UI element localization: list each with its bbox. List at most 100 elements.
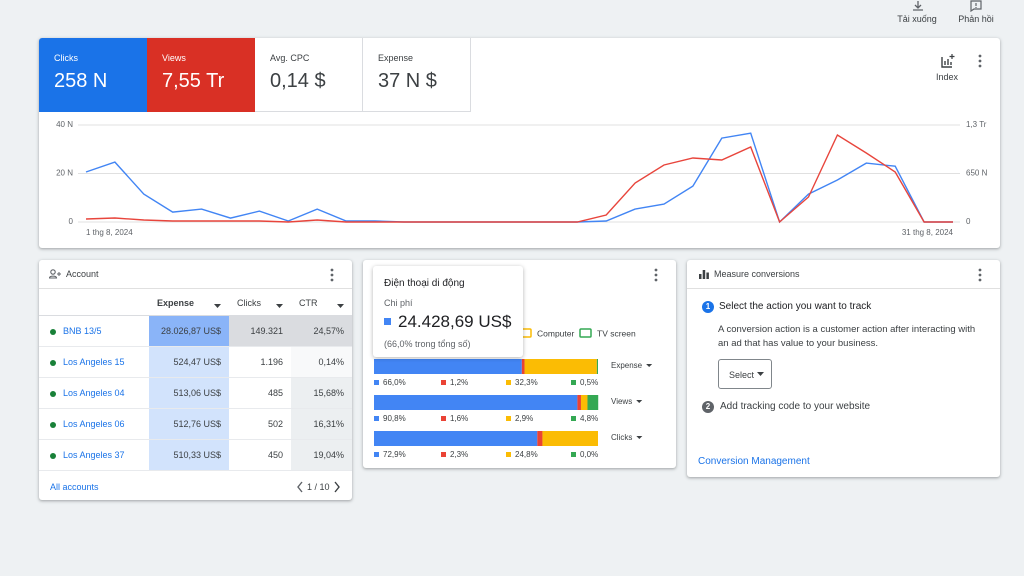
- column-label: Clicks: [237, 298, 261, 308]
- value-label: 1,2%: [450, 378, 468, 387]
- table-cell: Los Angeles 15: [39, 346, 149, 378]
- column-header[interactable]: Expense: [149, 294, 229, 316]
- index-icon[interactable]: [941, 54, 955, 68]
- bar-segment: [374, 359, 522, 374]
- table-cell: Los Angeles 04: [39, 377, 149, 409]
- metric-selector[interactable]: Expense: [611, 361, 643, 370]
- step-description: A conversion action is a customer action…: [718, 324, 976, 349]
- table-cell: BNB 13/5: [39, 315, 149, 347]
- value-label: 0,0%: [580, 450, 598, 459]
- bar-segment: [587, 395, 599, 410]
- tooltip: Điện thoại di động Chi phí 24.428,69 US$…: [373, 266, 523, 357]
- table-cell: 15,68%: [291, 377, 352, 409]
- value-label: 0,5%: [580, 378, 598, 387]
- metric-selector[interactable]: Clicks: [611, 433, 632, 442]
- line-series: [85, 133, 953, 224]
- more-menu[interactable]: [653, 268, 659, 282]
- table-cell: 28.026,87 US$: [149, 315, 229, 347]
- conversion-management-link[interactable]: Conversion Management: [698, 456, 810, 467]
- account-name[interactable]: Los Angeles 04: [63, 388, 125, 398]
- more-menu[interactable]: [977, 268, 983, 282]
- metric-selector[interactable]: Views: [611, 397, 632, 406]
- download-button[interactable]: Tải xuống: [897, 14, 937, 24]
- tooltip-metric: Chi phí: [384, 298, 413, 308]
- metric-tile[interactable]: Avg. CPC 0,14 $: [255, 38, 363, 112]
- table-cell: 450: [229, 439, 291, 471]
- column-header[interactable]: Clicks: [229, 294, 291, 316]
- value-label: 66,0%: [383, 378, 406, 387]
- select-button[interactable]: Select: [718, 359, 772, 389]
- metric-tile[interactable]: Views 7,55 Tr: [147, 38, 255, 112]
- cell-value: 19,04%: [313, 450, 344, 460]
- table-row: Los Angeles 06 512,76 US$ 502 16,31%: [39, 408, 352, 440]
- header-cell: [39, 294, 149, 316]
- metric-label: Expense: [378, 53, 414, 63]
- feedback-icon[interactable]: [969, 0, 983, 12]
- account-name[interactable]: Los Angeles 06: [63, 419, 125, 429]
- value-label: 2,9%: [515, 414, 533, 423]
- cell-value: 24,57%: [313, 326, 344, 336]
- metric-tile[interactable]: Expense 37 N $: [363, 38, 471, 112]
- download-icon[interactable]: [911, 0, 925, 12]
- metric-tile[interactable]: Clicks 258 N: [39, 38, 147, 112]
- label-swatch: [571, 452, 576, 457]
- cell-value: 1.196: [260, 357, 283, 367]
- label-swatch: [441, 452, 446, 457]
- table-cell: 0,14%: [291, 346, 352, 378]
- bar-segment: [521, 359, 525, 374]
- legend-label: Computer: [537, 328, 574, 338]
- feedback-button[interactable]: Phản hồi: [958, 14, 994, 24]
- column-label: CTR: [299, 298, 318, 308]
- metric-label: Clicks: [54, 53, 78, 63]
- label-swatch: [374, 380, 379, 385]
- line-chart: 0 20 N 40 N 0 650 N 1,3 Tr 1 thg 8, 2024 31 thg…: [56, 120, 987, 237]
- column-header[interactable]: CTR: [291, 294, 352, 316]
- table-cell: 485: [229, 377, 291, 409]
- dropdown-arrow: [636, 400, 643, 403]
- sort-arrow: [276, 301, 283, 311]
- table-cell: Los Angeles 37: [39, 439, 149, 471]
- step-number: 1: [702, 301, 714, 313]
- status-dot: [50, 359, 56, 366]
- table-row: Los Angeles 37 510,33 US$ 450 19,04%: [39, 439, 352, 471]
- label-swatch: [506, 380, 511, 385]
- dropdown-arrow: [757, 372, 764, 376]
- next-page[interactable]: [333, 481, 341, 493]
- prev-page[interactable]: [296, 481, 304, 493]
- account-name[interactable]: BNB 13/5: [63, 326, 102, 336]
- label-swatch: [374, 416, 379, 421]
- label-swatch: [441, 416, 446, 421]
- label-swatch: [506, 416, 511, 421]
- y-tick-label: 40 N: [56, 120, 73, 129]
- cell-value: 524,47 US$: [173, 357, 221, 367]
- account-name[interactable]: Los Angeles 15: [63, 357, 125, 367]
- metric-value: 7,55 Tr: [162, 70, 225, 92]
- label-swatch: [571, 416, 576, 421]
- sort-arrow: [214, 301, 221, 311]
- select-label: Select: [729, 370, 755, 380]
- sort-icon: [337, 304, 344, 308]
- y2-tick-label: 0: [966, 217, 971, 226]
- dropdown-arrow: [636, 436, 643, 439]
- more-menu[interactable]: [329, 268, 335, 282]
- account-name[interactable]: Los Angeles 37: [63, 450, 125, 460]
- cell-value: 16,31%: [313, 419, 344, 429]
- card-header: Account: [39, 260, 352, 289]
- index-button[interactable]: Index: [936, 72, 959, 82]
- account-card: Account Expense Clicks CTR BNB 13/5 28.026,…: [39, 260, 352, 500]
- cell-value: 0,14%: [318, 357, 344, 367]
- account-icon: [49, 269, 61, 279]
- more-menu[interactable]: [977, 54, 983, 68]
- y2-tick-label: 1,3 Tr: [966, 120, 987, 129]
- table-cell: 524,47 US$: [149, 346, 229, 378]
- column-label: Expense: [157, 298, 195, 308]
- value-label: 4,8%: [580, 414, 598, 423]
- x-tick-label: 31 thg 8, 2024: [902, 228, 954, 237]
- sort-icon: [214, 304, 221, 308]
- table-row: BNB 13/5 28.026,87 US$ 149.321 24,57%: [39, 315, 352, 347]
- label-swatch: [441, 380, 446, 385]
- conversions-card: Measure conversions 1 Select the action …: [687, 260, 1000, 477]
- step-title: Select the action you want to track: [719, 301, 872, 312]
- all-accounts-link[interactable]: All accounts: [50, 482, 99, 492]
